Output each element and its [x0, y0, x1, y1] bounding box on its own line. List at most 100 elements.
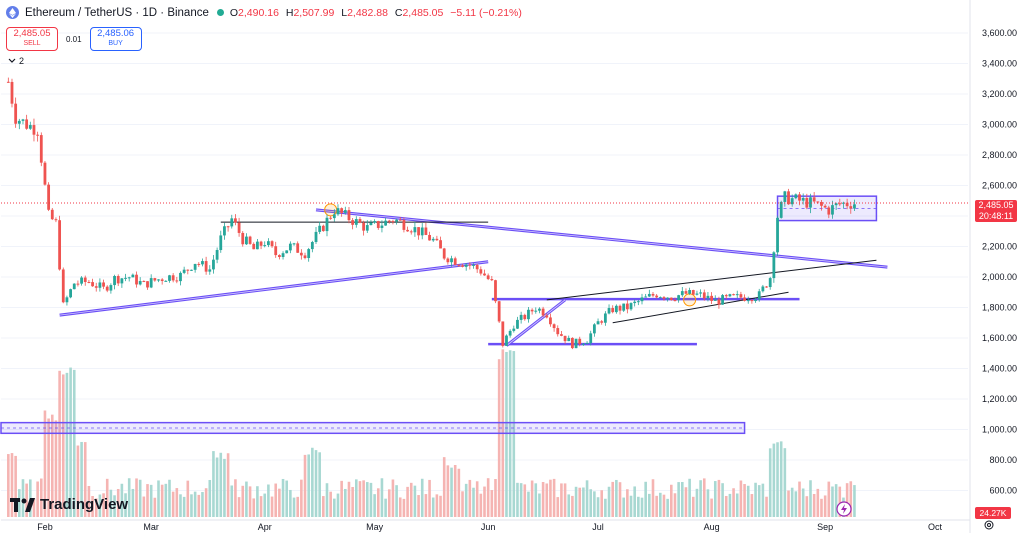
volume-bar — [164, 483, 168, 517]
candle-body — [219, 235, 223, 251]
volume-bar — [54, 420, 58, 517]
volume-bar — [58, 370, 61, 517]
volume-bar — [113, 495, 116, 517]
buy-button[interactable]: 2,485.06 BUY — [89, 27, 142, 51]
volume-bar — [105, 478, 109, 517]
price-tick-label: 1,600.00 — [982, 333, 1017, 343]
candle-body — [25, 119, 29, 129]
volume-bar — [468, 479, 472, 517]
candle-body — [398, 219, 402, 221]
volume-bar — [578, 487, 582, 517]
volume-bar — [300, 479, 303, 517]
tradingview-mark-icon — [10, 497, 35, 512]
volume-bar — [666, 498, 669, 517]
volume-bar — [849, 481, 853, 517]
volume-bar — [336, 493, 340, 517]
volume-bar — [409, 482, 413, 517]
symbol-title[interactable]: Ethereum / TetherUS · 1D · Binance — [25, 6, 209, 19]
time-axis[interactable]: Feb Mar Apr May Jun Jul Aug Sep Oct — [37, 522, 942, 532]
candle-body — [530, 309, 534, 312]
candle-body — [288, 243, 292, 251]
volume-bar — [431, 497, 435, 517]
candle-body — [662, 297, 666, 299]
candle-body — [666, 297, 670, 299]
volume-bar — [464, 483, 468, 517]
trendline-highlight — [59, 261, 489, 316]
volume-bar — [138, 479, 142, 517]
candle-body — [160, 279, 164, 282]
volume-bar — [827, 481, 831, 517]
candle-body — [391, 221, 395, 223]
candle-body — [259, 241, 263, 246]
candle-body — [527, 309, 530, 320]
volume-bar — [76, 445, 80, 517]
volume-bar — [237, 497, 241, 517]
candle-body — [69, 289, 72, 298]
candle-body — [365, 225, 369, 231]
volume-bar — [351, 486, 354, 517]
volume-bar — [446, 465, 450, 517]
volume-bar — [593, 491, 596, 517]
candle-body — [728, 294, 732, 297]
candle-body — [223, 226, 226, 236]
candle-body — [702, 292, 706, 299]
volume-bar — [311, 447, 314, 517]
gear-icon[interactable] — [983, 519, 995, 531]
volume-bar — [369, 482, 373, 517]
volume-bar — [823, 495, 827, 517]
volume-bar — [215, 457, 219, 517]
volume-bar — [618, 482, 622, 517]
candle-body — [750, 300, 754, 302]
indicators-toggle[interactable]: 2 — [8, 56, 24, 66]
volume-bar — [208, 479, 212, 517]
candle-body — [281, 253, 285, 258]
candle-body — [519, 314, 523, 320]
time-tick-label: Apr — [258, 522, 272, 532]
candle-body — [343, 210, 347, 213]
volume-bar — [516, 482, 519, 517]
volume-bar — [197, 494, 201, 517]
price-tick-label: 1,200.00 — [982, 394, 1017, 404]
volume-bar — [182, 496, 186, 517]
candle-body — [274, 246, 278, 256]
candle-body — [625, 303, 629, 310]
candle-body — [369, 222, 373, 226]
volume-bar — [245, 481, 248, 517]
drawing-tools-layer[interactable] — [0, 195, 888, 435]
volume-bar — [560, 483, 563, 517]
candle-body — [182, 269, 186, 273]
tradingview-logo[interactable]: TradingView — [10, 496, 128, 513]
candle-body — [65, 297, 69, 303]
lightning-icon[interactable] — [836, 501, 852, 517]
candle-body — [721, 295, 724, 305]
candle-body — [299, 252, 303, 256]
candle-body — [772, 252, 776, 279]
price-tick-label: 1,400.00 — [982, 364, 1017, 374]
candle-body — [776, 217, 779, 253]
candle-body — [838, 203, 842, 205]
candle-body — [190, 269, 193, 271]
candle-body — [6, 81, 10, 83]
volume-bar — [285, 480, 289, 517]
candle-body — [483, 273, 486, 276]
candle-body — [175, 280, 179, 282]
price-tick-label: 1,000.00 — [982, 425, 1017, 435]
volume-bar — [18, 489, 21, 517]
price-tick-label: 1,800.00 — [982, 303, 1017, 313]
sell-button[interactable]: 2,485.05 SELL — [6, 27, 58, 51]
volume-bar — [373, 494, 376, 517]
candle-body — [691, 290, 695, 295]
candle-body — [80, 277, 83, 284]
volume-bar — [274, 483, 278, 517]
candle-body — [116, 276, 120, 284]
candle-body — [479, 269, 483, 274]
candle-body — [735, 294, 739, 296]
price-axis[interactable]: 3,600.00 3,400.00 3,200.00 3,000.00 2,800.00… — [982, 28, 1017, 496]
volume-bar — [358, 481, 362, 517]
volume-bar — [735, 493, 739, 517]
candle-body — [457, 264, 461, 266]
volume-bar — [234, 479, 237, 517]
candle-body — [541, 308, 545, 316]
volume-bar — [124, 493, 127, 517]
